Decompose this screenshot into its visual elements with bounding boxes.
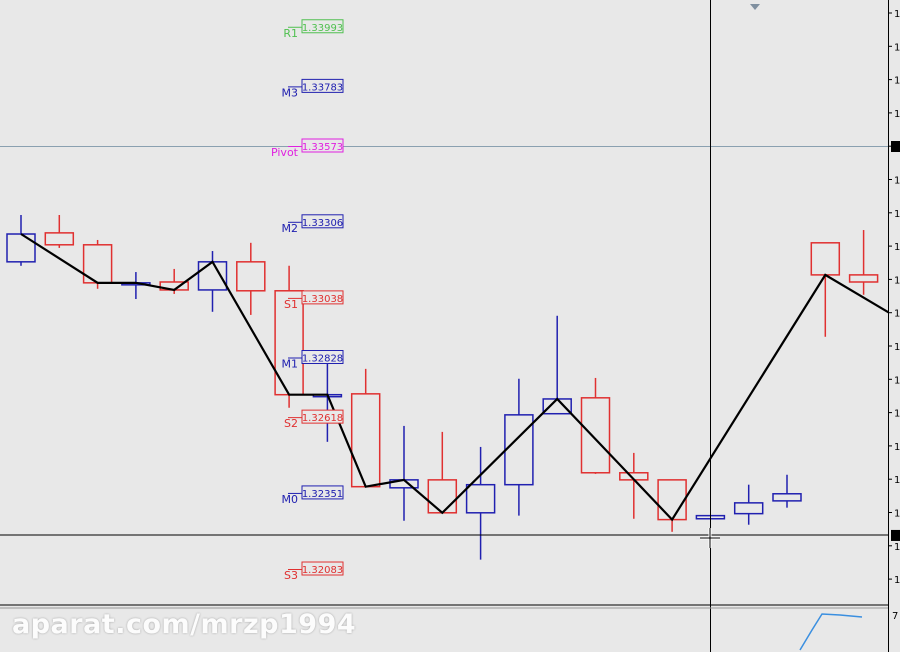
candle xyxy=(810,242,841,337)
level-name: R1 xyxy=(283,27,298,40)
candle xyxy=(197,251,228,312)
level-value: 1.33573 xyxy=(302,142,343,153)
shift-marker-icon xyxy=(750,4,760,10)
candle xyxy=(848,230,879,295)
price-axis-label: 1 xyxy=(894,475,900,486)
price-axis-label: 1 xyxy=(894,242,900,253)
level-value-box xyxy=(301,214,344,229)
candle-body xyxy=(197,261,228,291)
watermark: aparat.com/mrzp1994 xyxy=(12,609,357,640)
candle xyxy=(389,425,419,521)
candle xyxy=(312,360,343,442)
price-axis-bg xyxy=(888,0,900,652)
candle-body xyxy=(465,483,496,514)
level-value-box xyxy=(301,138,344,153)
level-value: 1.32351 xyxy=(302,489,343,500)
candle-body xyxy=(350,393,381,488)
level-s1: 1.33038 S1 xyxy=(284,290,344,311)
level-value-box xyxy=(301,350,344,365)
candle xyxy=(82,239,113,289)
level-value: 1.32083 xyxy=(302,565,343,576)
level-name: S1 xyxy=(284,298,298,311)
candle-body xyxy=(580,397,611,474)
level-value-box xyxy=(301,485,344,500)
level-value: 1.33306 xyxy=(302,218,343,229)
candle-body xyxy=(6,233,36,263)
level-name: S3 xyxy=(284,569,298,582)
level-value: 1.32618 xyxy=(302,413,343,424)
price-axis-label: 1 xyxy=(894,9,900,20)
price-axis-label: 1 xyxy=(894,442,900,453)
zigzag-line xyxy=(20,233,900,522)
price-axis-label: 1 xyxy=(894,375,900,386)
level-value-box xyxy=(301,561,344,576)
level-s3: 1.32083 S3 xyxy=(284,561,344,582)
price-axis-label: 1 xyxy=(894,275,900,286)
level-value: 1.33783 xyxy=(302,82,343,93)
indicator-pane: 7 xyxy=(0,604,898,651)
level-name: Pivot xyxy=(271,146,299,159)
level-name: S2 xyxy=(284,417,298,430)
candle-body xyxy=(810,242,841,276)
indicator-axis-label: 7 xyxy=(892,611,898,622)
price-axis-label: 1 xyxy=(894,509,900,520)
level-value: 1.33993 xyxy=(302,23,343,34)
price-axis-label: 1 xyxy=(894,76,900,87)
crosshair-price-marker xyxy=(891,529,900,541)
candle xyxy=(619,452,649,519)
candle-body xyxy=(236,261,266,292)
crosshair-cursor-icon xyxy=(700,527,720,548)
price-axis: 111111111111111111 xyxy=(888,0,900,652)
price-axis-label: 1 xyxy=(894,42,900,53)
level-value: 1.33038 xyxy=(302,294,343,305)
level-s2: 1.32618 S2 xyxy=(284,409,344,430)
indicator-line xyxy=(799,613,863,651)
candle xyxy=(6,214,36,266)
price-axis-label: 1 xyxy=(894,542,900,553)
pivot-price-marker xyxy=(891,141,900,152)
candle-body xyxy=(44,232,75,246)
candle xyxy=(580,377,611,474)
candle xyxy=(772,474,802,508)
candle xyxy=(274,265,304,408)
price-axis-label: 1 xyxy=(894,309,900,320)
level-name: M2 xyxy=(282,222,299,235)
price-axis-label: 1 xyxy=(894,342,900,353)
candle xyxy=(427,431,458,514)
candle xyxy=(350,368,381,488)
candle-body xyxy=(733,502,764,515)
level-name: M1 xyxy=(282,358,299,371)
candle-body xyxy=(427,479,458,514)
price-axis-label: 1 xyxy=(894,409,900,420)
level-name: M0 xyxy=(282,493,299,506)
candle xyxy=(733,484,764,525)
level-value: 1.32828 xyxy=(302,354,343,365)
candle xyxy=(236,242,266,315)
level-value-box xyxy=(301,409,344,424)
level-r1: 1.33993 R1 xyxy=(283,19,344,40)
candle-body xyxy=(848,274,879,283)
candle-body xyxy=(657,479,687,521)
level-value-box xyxy=(301,78,344,93)
level-value-box xyxy=(301,19,344,34)
candle-body xyxy=(504,414,534,486)
price-axis-label: 1 xyxy=(894,176,900,187)
candle xyxy=(465,446,496,560)
price-axis-label: 1 xyxy=(894,109,900,120)
candle xyxy=(44,214,75,248)
level-value-box xyxy=(301,290,344,305)
price-axis-label: 1 xyxy=(894,209,900,220)
candle-body xyxy=(772,493,802,502)
level-name: M3 xyxy=(282,86,299,99)
candle-body xyxy=(542,398,572,415)
price-axis-label: 1 xyxy=(894,575,900,586)
